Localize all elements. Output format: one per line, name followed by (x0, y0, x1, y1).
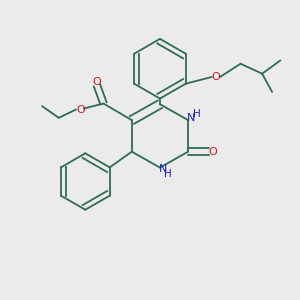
Text: O: O (211, 72, 220, 82)
Text: O: O (92, 77, 101, 87)
Text: N: N (187, 113, 195, 124)
Text: H: H (164, 169, 172, 178)
Text: O: O (209, 147, 218, 157)
Text: O: O (76, 104, 85, 115)
Text: N: N (158, 164, 167, 174)
Text: H: H (193, 109, 200, 119)
